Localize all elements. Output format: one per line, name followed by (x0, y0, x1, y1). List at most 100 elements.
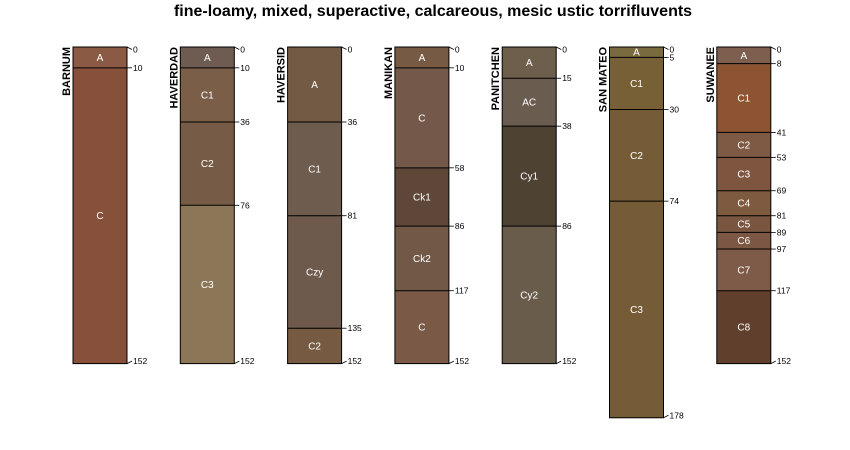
horizon-label: C1 (630, 79, 643, 90)
depth-label: 74 (670, 196, 680, 206)
horizon-label: C2 (308, 341, 321, 352)
horizon-label: C (418, 113, 425, 124)
depth-label: 8 (777, 59, 782, 69)
depth-tick (234, 46, 240, 50)
depth-label: 5 (670, 52, 675, 62)
profile-name: SAN MATEO (598, 47, 610, 113)
horizon-label: A (526, 58, 533, 69)
horizon-label: Czy (306, 267, 323, 278)
depth-label: 15 (562, 73, 572, 83)
horizon-fill (287, 215, 342, 329)
horizon-fill (716, 132, 771, 158)
horizon-label: C8 (737, 323, 750, 334)
depth-tick (234, 360, 240, 364)
horizon-label: AC (522, 98, 536, 109)
soil-profile: A C 0 10 152 BARNUM (61, 45, 147, 367)
depth-label: 69 (777, 186, 787, 196)
horizon-label: C1 (737, 94, 750, 105)
horizon-label: C (96, 211, 103, 222)
depth-label: 76 (240, 200, 250, 210)
horizon-label: C1 (308, 164, 321, 175)
depth-label: 81 (348, 211, 358, 221)
horizon-fill (73, 67, 127, 364)
depth-label: 38 (562, 121, 572, 131)
horizon-fill (716, 249, 771, 291)
horizon-label: Cy1 (520, 172, 538, 183)
horizon-label: C3 (201, 280, 214, 291)
depth-tick (663, 46, 669, 50)
horizon-fill (716, 290, 771, 364)
soil-profile: A C1 C2 C3 05 30 74 178 SAN MATEO (598, 45, 684, 421)
horizon-fill (73, 47, 127, 68)
depth-label: 36 (240, 117, 250, 127)
chart-title: fine-loamy, mixed, superactive, calcareo… (174, 3, 692, 20)
depth-label: 0 (670, 45, 675, 55)
depth-label: 0 (240, 45, 245, 55)
depth-label: 152 (777, 356, 791, 366)
horizon-fill (609, 47, 664, 58)
horizon-label: Cy2 (520, 290, 538, 301)
depth-label: 152 (348, 356, 362, 366)
horizon-fill (180, 67, 235, 122)
profile-outline (394, 46, 450, 365)
horizon-fill (394, 47, 449, 68)
horizon-fill (394, 67, 449, 168)
soil-profile: A C1 Czy C2 0 36 81 135 152 HAVERSID (276, 45, 362, 367)
horizon-label: C2 (201, 159, 214, 170)
depth-label: 81 (777, 211, 787, 221)
horizon-fill (287, 328, 342, 364)
depth-label: 117 (777, 286, 791, 296)
depth-label: 30 (670, 104, 680, 114)
depth-label: 178 (670, 410, 684, 420)
horizon-label: A (311, 80, 318, 91)
depth-tick (770, 360, 776, 364)
depth-tick (770, 46, 776, 50)
horizon-label: C3 (737, 170, 750, 181)
depth-label: 0 (562, 45, 567, 55)
horizon-label: C5 (737, 220, 750, 231)
depth-label: 0 (348, 45, 353, 55)
horizon-label: Ck2 (413, 254, 431, 265)
horizon-label: A (97, 53, 104, 64)
horizon-label: C (418, 323, 425, 334)
depth-label: 0 (455, 45, 460, 55)
profile-outline (72, 46, 128, 365)
depth-label: 0 (133, 45, 138, 55)
profile-name: PANITCHEN (490, 47, 502, 110)
depth-label: 0 (777, 45, 782, 55)
depth-label: 58 (455, 163, 465, 173)
horizon-label: C3 (630, 305, 643, 316)
soil-profile: A C1 C2 C3 C4 C5 C6 C7 C8 0 8 41 53 69 81 89 97 117 152 SUW… (705, 45, 791, 367)
depth-label: 86 (455, 221, 465, 231)
depth-label: 152 (562, 356, 576, 366)
horizon-fill (609, 57, 664, 110)
horizon-label: C4 (737, 199, 750, 210)
horizon-fill (716, 63, 771, 133)
horizon-label: A (633, 48, 640, 59)
profile-name: HAVERDAD (168, 47, 180, 109)
profile-name: BARNUM (61, 47, 73, 96)
depth-label: 117 (455, 286, 469, 296)
profile-outline (501, 46, 557, 365)
horizon-label: Ck1 (413, 192, 431, 203)
profile-name: MANIKAN (383, 47, 395, 99)
horizon-label: C7 (737, 265, 750, 276)
depth-label: 135 (348, 323, 362, 333)
horizon-fill (180, 205, 235, 364)
horizon-fill (180, 121, 235, 206)
depth-label: 36 (348, 117, 358, 127)
depth-tick (341, 46, 347, 50)
horizon-fill (394, 167, 449, 227)
profile-name: HAVERSID (276, 47, 288, 103)
horizon-label: C1 (201, 90, 214, 101)
depth-label: 152 (455, 356, 469, 366)
horizon-fill (287, 47, 342, 122)
depth-tick (556, 360, 562, 364)
profile-outline (609, 46, 664, 419)
depth-tick (341, 360, 347, 364)
horizon-fill (394, 290, 449, 364)
horizon-fill (716, 232, 771, 250)
horizon-label: C2 (630, 151, 643, 162)
profile-outline (287, 46, 343, 365)
